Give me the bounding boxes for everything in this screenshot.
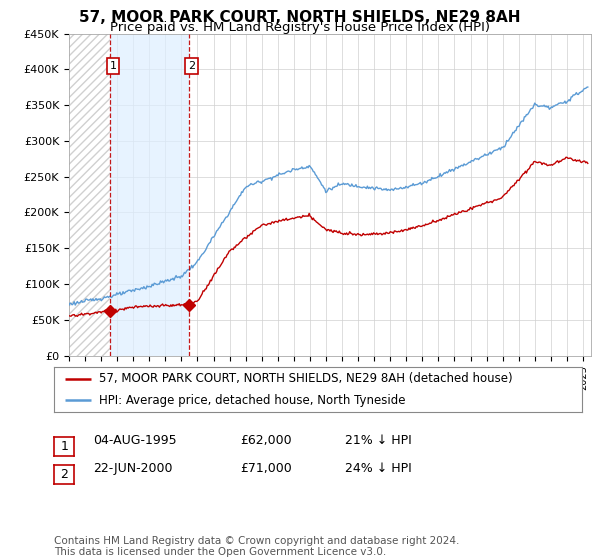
- Text: 57, MOOR PARK COURT, NORTH SHIELDS, NE29 8AH (detached house): 57, MOOR PARK COURT, NORTH SHIELDS, NE29…: [99, 372, 512, 385]
- Text: 2: 2: [188, 61, 195, 71]
- Text: 04-AUG-1995: 04-AUG-1995: [93, 433, 176, 447]
- Text: Contains HM Land Registry data © Crown copyright and database right 2024.
This d: Contains HM Land Registry data © Crown c…: [54, 535, 460, 557]
- Text: 24% ↓ HPI: 24% ↓ HPI: [345, 461, 412, 475]
- Bar: [69, 34, 110, 356]
- Text: 21% ↓ HPI: 21% ↓ HPI: [345, 433, 412, 447]
- Text: 22-JUN-2000: 22-JUN-2000: [93, 461, 173, 475]
- Text: £71,000: £71,000: [240, 461, 292, 475]
- Text: Price paid vs. HM Land Registry's House Price Index (HPI): Price paid vs. HM Land Registry's House …: [110, 21, 490, 34]
- Text: £62,000: £62,000: [240, 433, 292, 447]
- Text: 57, MOOR PARK COURT, NORTH SHIELDS, NE29 8AH: 57, MOOR PARK COURT, NORTH SHIELDS, NE29…: [79, 10, 521, 25]
- Bar: [110, 34, 189, 356]
- Text: 1: 1: [109, 61, 116, 71]
- Text: HPI: Average price, detached house, North Tyneside: HPI: Average price, detached house, Nort…: [99, 394, 406, 407]
- Text: 2: 2: [60, 468, 68, 482]
- Text: 1: 1: [60, 440, 68, 454]
